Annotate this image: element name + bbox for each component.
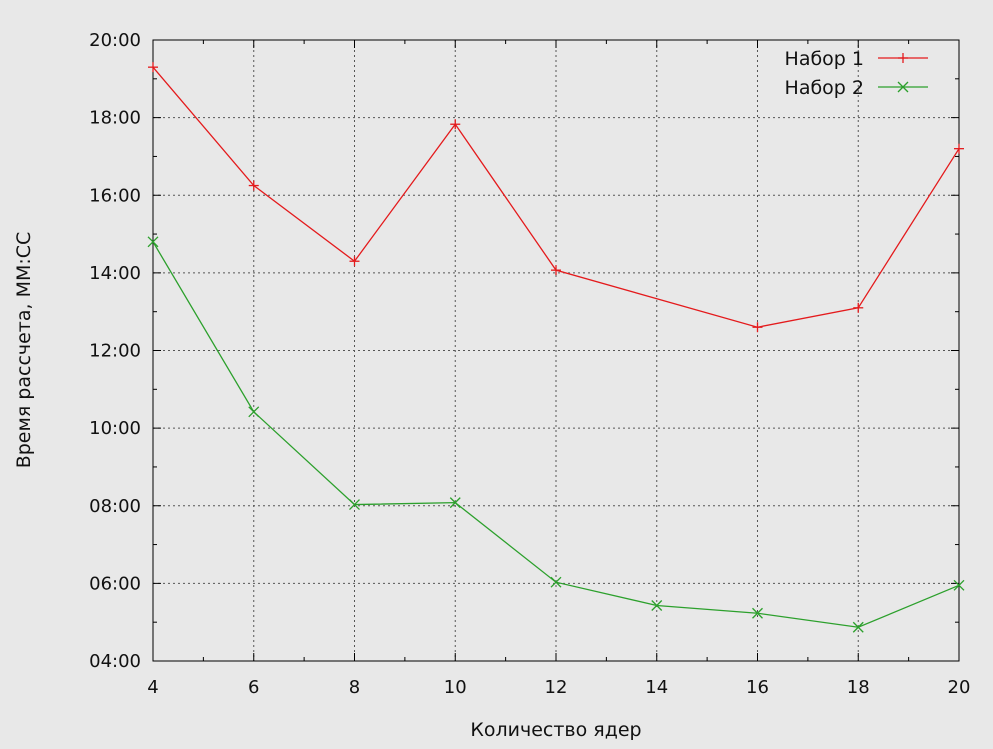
y-tick-label: 10:00 bbox=[89, 418, 141, 439]
y-tick-label: 16:00 bbox=[89, 185, 141, 206]
data-point bbox=[147, 236, 159, 248]
series-layer bbox=[147, 62, 965, 633]
legend-item-1: Набор 1 bbox=[785, 48, 928, 70]
x-tick-label: 16 bbox=[746, 677, 769, 698]
data-point bbox=[248, 180, 259, 191]
y-tick-label: 18:00 bbox=[89, 108, 141, 129]
data-point bbox=[954, 143, 964, 154]
y-tick-label: 12:00 bbox=[89, 341, 141, 362]
data-point bbox=[349, 499, 360, 511]
series-2 bbox=[147, 236, 965, 633]
data-point bbox=[551, 265, 561, 276]
legend: Набор 1 Набор 2 bbox=[785, 48, 928, 99]
data-point bbox=[148, 62, 158, 73]
x-tick-label: 4 bbox=[147, 677, 158, 698]
data-point bbox=[853, 302, 864, 313]
data-point bbox=[953, 579, 965, 591]
y-axis-title: Время рассчета, ММ:СС bbox=[13, 232, 35, 469]
legend-label: Набор 1 bbox=[785, 48, 864, 70]
series-1 bbox=[148, 62, 964, 333]
data-point bbox=[651, 600, 663, 611]
x-tick-label: 6 bbox=[248, 677, 259, 698]
y-tick-label: 14:00 bbox=[89, 263, 141, 284]
x-tick-label: 14 bbox=[645, 677, 668, 698]
data-point bbox=[550, 576, 562, 588]
plot-frame bbox=[152, 39, 960, 662]
legend-label: Набор 2 bbox=[785, 77, 864, 99]
data-point bbox=[449, 497, 461, 509]
legend-item-2: Набор 2 bbox=[785, 77, 928, 99]
series-line-1 bbox=[152, 66, 960, 328]
x-axis-title: Количество ядер bbox=[470, 719, 641, 741]
x-tick-label: 20 bbox=[948, 677, 971, 698]
data-point bbox=[752, 607, 763, 619]
y-tick-label: 06:00 bbox=[89, 573, 141, 594]
data-point bbox=[752, 322, 763, 333]
y-tick-label: 20:00 bbox=[89, 30, 141, 51]
y-tick-label: 08:00 bbox=[89, 496, 141, 517]
data-point bbox=[450, 119, 461, 130]
x-tick-label: 12 bbox=[545, 677, 568, 698]
data-point bbox=[349, 256, 360, 267]
data-point bbox=[852, 621, 864, 633]
legend-marker bbox=[898, 53, 908, 63]
axis-ticks: 4 6 8 10 12 14 16 18 20 04:00 06:00 08:00 10:00 12:00… bbox=[89, 30, 970, 698]
grid bbox=[153, 40, 959, 661]
x-tick-label: 18 bbox=[847, 677, 870, 698]
x-tick-label: 8 bbox=[349, 677, 360, 698]
x-tick-label: 10 bbox=[444, 677, 467, 698]
y-tick-label: 04:00 bbox=[89, 651, 141, 672]
data-point bbox=[248, 406, 260, 418]
legend-marker bbox=[897, 81, 909, 93]
